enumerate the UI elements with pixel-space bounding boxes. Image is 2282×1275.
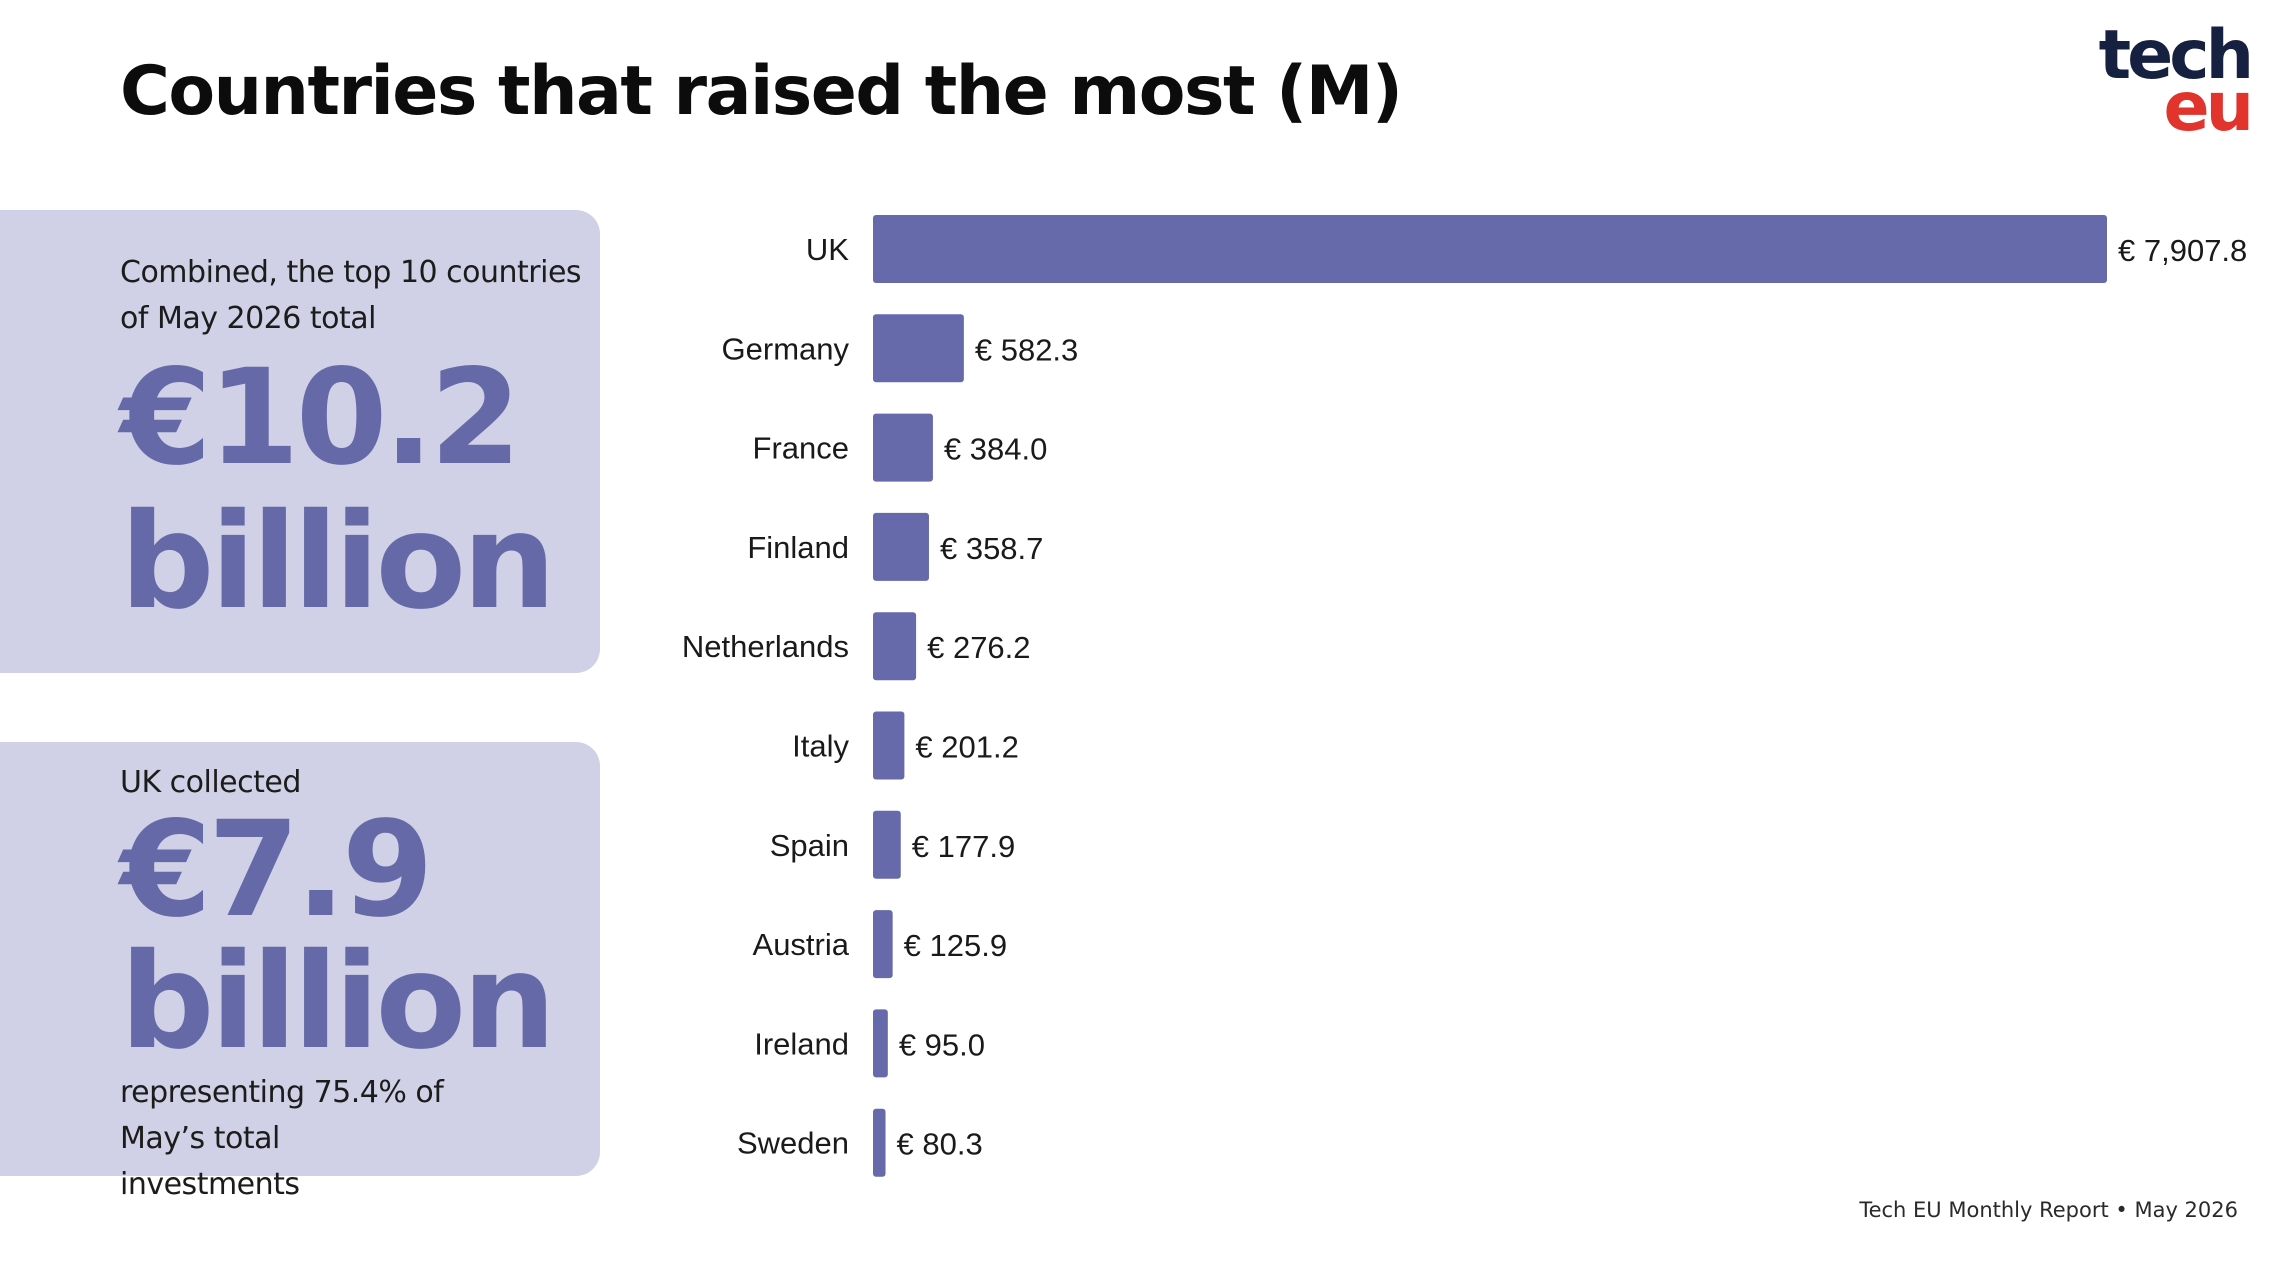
footer-text: Tech EU Monthly Report • May 2026 <box>1859 1198 2238 1222</box>
bar-italy <box>873 711 905 780</box>
value-label-ireland: € 95.0 <box>899 1027 985 1062</box>
bar-uk <box>873 215 2107 283</box>
category-label-finland: Finland <box>747 530 849 565</box>
bar-finland <box>873 512 929 581</box>
category-label-austria: Austria <box>753 927 850 962</box>
total-summary-card: Combined, the top 10 countries of May 20… <box>0 210 600 673</box>
logo-eu-text: eu <box>2163 68 2254 147</box>
total-amount: €10.2 <box>120 341 522 495</box>
tech-eu-logo: tech eu <box>2090 16 2254 147</box>
category-label-italy: Italy <box>792 729 849 764</box>
total-unit: billion <box>120 485 556 639</box>
total-intro-text: Combined, the top 10 countries of May 20… <box>120 255 582 336</box>
value-label-sweden: € 80.3 <box>897 1127 983 1162</box>
value-label-netherlands: € 276.2 <box>927 630 1030 665</box>
value-label-france: € 384.0 <box>944 432 1047 467</box>
category-label-sweden: Sweden <box>737 1126 849 1161</box>
bar-netherlands <box>873 612 917 681</box>
category-label-uk: UK <box>806 232 849 267</box>
category-label-spain: Spain <box>770 828 849 863</box>
value-label-italy: € 201.2 <box>915 730 1018 765</box>
category-label-netherlands: Netherlands <box>682 629 849 664</box>
category-label-germany: Germany <box>722 331 850 366</box>
value-label-spain: € 177.9 <box>912 829 1015 864</box>
value-label-austria: € 125.9 <box>904 928 1007 963</box>
uk-intro-text: UK collected <box>120 765 301 800</box>
uk-share-note: representing 75.4% of May’s total invest… <box>120 1075 444 1202</box>
uk-unit: billion <box>120 925 556 1079</box>
bar-austria <box>873 910 893 979</box>
bar-spain <box>873 810 901 879</box>
bar-france <box>873 413 933 482</box>
uk-summary-card: UK collected €7.9 billion representing 7… <box>0 742 600 1202</box>
bar-germany <box>873 314 964 383</box>
category-label-ireland: Ireland <box>754 1026 849 1061</box>
value-label-uk: € 7,907.8 <box>2118 233 2247 268</box>
uk-amount: €7.9 <box>120 793 434 947</box>
value-label-finland: € 358.7 <box>940 531 1043 566</box>
chart-title: Countries that raised the most (M) <box>120 52 1403 131</box>
category-label-france: France <box>753 431 849 466</box>
value-label-germany: € 582.3 <box>975 332 1078 367</box>
bar-sweden <box>873 1108 886 1177</box>
logo-tech-text: tech <box>2098 16 2254 95</box>
bar-ireland <box>873 1009 888 1078</box>
